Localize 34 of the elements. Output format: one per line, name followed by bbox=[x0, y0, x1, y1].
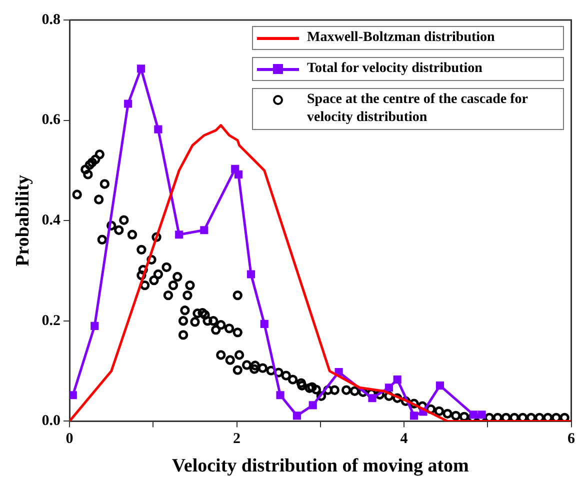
point bbox=[436, 382, 444, 390]
point bbox=[368, 394, 376, 402]
y-tick-label: 0.2 bbox=[42, 312, 61, 329]
point bbox=[246, 270, 256, 278]
legend-label: Space at the centre of the cascade for velocity distribution bbox=[307, 91, 529, 127]
legend-label: Maxwell-Boltzman distribution bbox=[307, 29, 495, 47]
x-tick-label: 2 bbox=[233, 431, 241, 448]
point bbox=[200, 226, 208, 234]
x-tick-label: 6 bbox=[568, 431, 576, 448]
y-tick-label: 0.0 bbox=[42, 413, 61, 430]
point bbox=[308, 401, 317, 410]
point bbox=[478, 410, 486, 419]
point bbox=[393, 376, 402, 384]
x-tick-label: 4 bbox=[400, 431, 408, 448]
y-tick-label: 0.6 bbox=[42, 112, 62, 128]
point bbox=[234, 170, 242, 178]
y-axis-title: Probability bbox=[12, 174, 34, 266]
point bbox=[276, 391, 284, 400]
legend-label: Total for velocity distribution bbox=[307, 60, 482, 78]
point bbox=[260, 320, 268, 328]
point bbox=[137, 64, 146, 73]
point bbox=[90, 322, 99, 330]
point bbox=[384, 384, 393, 392]
y-tick-label: 0.8 bbox=[42, 12, 61, 28]
point bbox=[154, 125, 162, 134]
x-axis-title: Velocity distribution of moving atom bbox=[172, 456, 470, 477]
point bbox=[175, 230, 184, 239]
point bbox=[70, 391, 77, 400]
point bbox=[469, 410, 478, 419]
x-tick-label: 0 bbox=[66, 431, 74, 448]
point bbox=[124, 100, 132, 108]
point bbox=[410, 412, 418, 420]
y-tick-label: 0.4 bbox=[42, 212, 62, 228]
point bbox=[292, 412, 302, 420]
